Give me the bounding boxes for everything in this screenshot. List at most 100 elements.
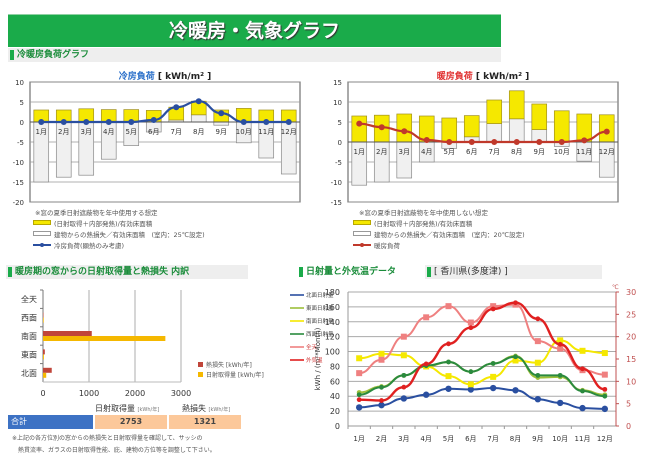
heating-load-chart: 15 10 5 0 -5 -10 -15 暖房負荷 [ kWh/m² ] 1月 2月 3月 4月 5月 6… — [331, 70, 619, 207]
load-point — [60, 119, 67, 125]
solar-gain-bar — [43, 372, 47, 378]
solar-gain-bar — [43, 354, 44, 360]
gain-bar — [531, 103, 548, 130]
heat-loss-bar — [43, 367, 52, 373]
series-point — [445, 385, 452, 392]
legend-label: 日射取得量 [kWh/年] — [206, 371, 264, 379]
heat-loss-bar — [43, 349, 45, 355]
series-point — [379, 384, 384, 390]
weather-chart: 0 20 40 60 80 100 120 140 160 180 0 5 10 15 20 25 30 ℃ kWh… — [290, 284, 636, 443]
loss-swatch-icon — [33, 231, 51, 236]
y-tick-label: 10 — [333, 99, 342, 107]
chart-title-main: 暖房負荷 — [437, 70, 476, 82]
series-point — [468, 325, 474, 331]
summary-note-2: 熱貫流率、ガラスの日射取得性能、庇、建物の方位等を調整して下さい。 — [18, 447, 216, 454]
x-tick-label: 10月 — [554, 148, 570, 156]
series-point — [467, 319, 474, 326]
heating-legend: ※窓の夏季日射遮蔽物を年中使用しない想定 (日射取得＋内部発熱)/有効床面積 建… — [353, 206, 525, 250]
series-point — [446, 341, 451, 347]
cooling-legend-note: ※窓の夏季日射遮蔽物を年中使用する想定 — [35, 208, 158, 217]
series-point — [601, 405, 609, 413]
x-tick-label: 7月 — [489, 148, 500, 156]
y-tick-label: 60 — [330, 377, 340, 386]
y-tick-label: 10 — [15, 79, 24, 87]
series-point — [445, 373, 452, 380]
x-tick-label: 4月 — [103, 128, 114, 136]
load-point — [356, 120, 363, 127]
y-tick-label: 5 — [20, 99, 24, 107]
load-point — [558, 139, 565, 145]
x-tick-label: 2月 — [58, 128, 69, 136]
gain-bar — [441, 117, 458, 143]
x-tick-label: 11月 — [576, 148, 592, 156]
series-point — [534, 396, 542, 403]
y-tick-label: 40 — [330, 392, 340, 401]
series-line — [359, 303, 605, 376]
load-point — [603, 128, 610, 135]
gain-header-text: 日射取得量 — [95, 404, 135, 413]
heating-legend-note: ※窓の夏季日射遮蔽物を年中使用しない想定 — [359, 208, 488, 217]
legend-swatch-icon — [198, 362, 203, 367]
y-category-label: 東面 — [21, 349, 37, 359]
gain-swatch-icon — [33, 220, 51, 225]
series-point — [445, 303, 452, 310]
series-point — [556, 399, 564, 407]
series-point — [579, 347, 586, 354]
load-point — [38, 119, 45, 125]
series-point — [423, 314, 430, 321]
series-point — [356, 392, 362, 398]
load-point — [150, 117, 157, 123]
summary-loss-value: 1321 — [169, 415, 241, 429]
legend-label: 南面日射量 — [306, 317, 334, 325]
page-title: 冷暖房・気象グラフ — [8, 14, 501, 47]
summary-total-label: 合計 — [8, 415, 93, 429]
y-tick-label: -15 — [13, 179, 24, 187]
x-tick-label: 2月 — [376, 435, 387, 443]
x-tick-label: 5月 — [443, 435, 454, 443]
y2-tick-label: 20 — [626, 333, 636, 342]
y-tick-label: 15 — [333, 79, 342, 87]
gain-bar — [508, 90, 525, 120]
x-tick-label: 8月 — [511, 148, 522, 156]
series-point — [579, 404, 586, 412]
x-tick-label: 11月 — [258, 128, 274, 136]
series-point — [490, 303, 497, 310]
x-tick-label: 3月 — [399, 148, 410, 156]
y2-tick-label: 0 — [626, 422, 631, 431]
load-point — [536, 139, 543, 145]
y2-tick-label: 30 — [626, 288, 636, 297]
y-category-label: 南面 — [21, 331, 37, 341]
series-point — [557, 345, 564, 352]
cooling-legend-loss: 建物からの熱損失／有効床面積 (室内：25℃設定) — [54, 230, 205, 239]
cooling-legend-gain: (日射取得＋内部発熱)/有効床面積 — [54, 219, 153, 228]
load-point — [446, 139, 453, 145]
gain-swatch-icon — [353, 220, 371, 225]
solar-gain-bar — [43, 317, 44, 323]
gain-bar — [486, 99, 503, 124]
y2-tick-label: 25 — [626, 310, 636, 319]
series-point — [468, 369, 474, 375]
loss-swatch-icon — [353, 231, 371, 236]
x-tick-label: 6月 — [466, 148, 477, 156]
series-point — [400, 352, 407, 359]
loss-bar — [508, 118, 525, 143]
heating-legend-gain: (日射取得＋内部発熱)/有効床面積 — [374, 219, 473, 228]
series-point — [356, 355, 363, 362]
chart-title-unit: [ kWh/m² ] — [476, 72, 529, 82]
x-tick-label: 6月 — [465, 435, 476, 443]
y-tick-label: -15 — [331, 199, 342, 207]
load-point — [195, 98, 202, 105]
series-point — [535, 316, 541, 322]
series-point — [602, 393, 608, 399]
y-tick-label: 0 — [20, 119, 24, 127]
cooling-legend-load: 冷房負荷(顕熱のみ考慮) — [54, 241, 125, 250]
y-tick-label: 20 — [330, 407, 340, 416]
x-tick-label: 12月 — [281, 128, 297, 136]
x-tick-label: 2000 — [125, 389, 145, 398]
load-point — [423, 137, 430, 143]
loss-bar — [190, 114, 207, 123]
series-point — [423, 361, 429, 367]
series-point — [534, 338, 541, 345]
heating-legend-loss: 建物からの熱損失／有効床面積 (室内：20℃設定) — [374, 230, 525, 239]
chart-title-main: 冷房負荷 — [119, 70, 158, 82]
